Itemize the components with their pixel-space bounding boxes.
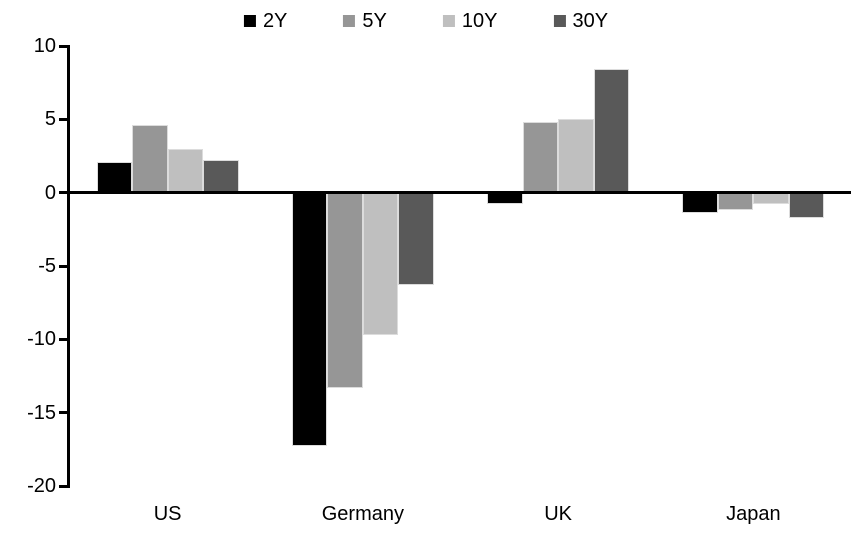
bar-uk-5y bbox=[522, 122, 559, 193]
bar-us-30y bbox=[203, 160, 239, 193]
bar-germany-10y bbox=[362, 192, 399, 335]
y-tick bbox=[59, 44, 70, 48]
y-tick bbox=[59, 484, 70, 488]
y-tick bbox=[59, 411, 70, 415]
x-axis-label-us: US bbox=[153, 503, 182, 525]
bar-uk-2y bbox=[487, 192, 523, 205]
bar-uk-10y bbox=[558, 119, 594, 193]
y-tick-label: 0 bbox=[44, 181, 56, 204]
legend-swatch-icon bbox=[553, 15, 566, 27]
legend-swatch-icon bbox=[442, 15, 455, 27]
bar-japan-10y bbox=[753, 192, 789, 205]
y-tick-label: -10 bbox=[27, 328, 56, 351]
legend-item-2y: 2Y bbox=[243, 10, 288, 32]
chart-legend: 2Y 5Y 10Y 30Y bbox=[243, 10, 608, 32]
legend-label: 10Y bbox=[461, 10, 498, 32]
bar-japan-2y bbox=[682, 192, 718, 214]
zero-line bbox=[67, 191, 851, 195]
legend-item-5y: 5Y bbox=[343, 10, 387, 32]
y-tick bbox=[59, 117, 70, 121]
bar-germany-30y bbox=[398, 192, 434, 286]
bar-germany-2y bbox=[291, 192, 328, 447]
bar-us-5y bbox=[132, 125, 168, 193]
bar-japan-5y bbox=[717, 192, 754, 211]
y-tick-label: -5 bbox=[38, 255, 56, 277]
bar-us-10y bbox=[167, 148, 204, 193]
bar-japan-30y bbox=[788, 192, 825, 218]
legend-item-10y: 10Y bbox=[442, 10, 498, 32]
legend-item-30y: 30Y bbox=[553, 11, 608, 31]
y-tick-label: 5 bbox=[44, 108, 56, 131]
y-tick-label: -20 bbox=[27, 475, 56, 497]
y-tick-label: -15 bbox=[27, 401, 56, 424]
legend-label: 2Y bbox=[262, 10, 288, 32]
bar-us-2y bbox=[96, 161, 133, 193]
bar-uk-30y bbox=[593, 69, 630, 193]
legend-label: 30Y bbox=[572, 10, 609, 32]
x-axis-label-germany: Germany bbox=[321, 503, 404, 525]
y-tick bbox=[59, 191, 70, 195]
bar-germany-5y bbox=[327, 192, 363, 388]
x-axis-label-uk: UK bbox=[544, 503, 573, 525]
x-axis-label-japan: Japan bbox=[726, 503, 781, 525]
y-tick bbox=[59, 337, 70, 341]
legend-swatch-icon bbox=[243, 15, 256, 27]
y-tick-label: 10 bbox=[33, 35, 56, 57]
y-tick bbox=[59, 264, 70, 268]
legend-swatch-icon bbox=[343, 15, 356, 27]
legend-label: 5Y bbox=[362, 10, 387, 32]
